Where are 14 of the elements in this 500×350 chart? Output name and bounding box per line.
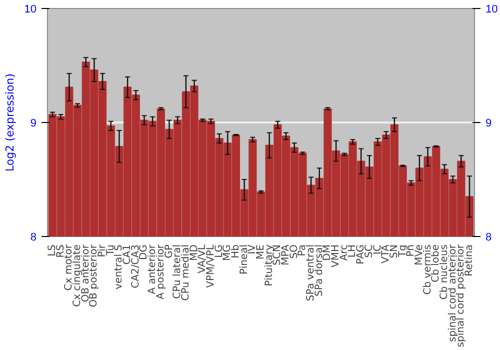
y-tick-label: 9 [30, 118, 37, 130]
x-tick-label: Pituitary [264, 244, 275, 286]
y-tick-label: 8 [30, 232, 37, 244]
y2-tick-label: 10 [486, 4, 498, 16]
x-tick-label: Tg [397, 244, 408, 258]
x-tick-label: Hb [230, 244, 242, 258]
y-tick-label: 10 [24, 4, 37, 16]
x-tick-label: MVe [414, 244, 425, 266]
y-axis-title: Log2 (expression) [3, 73, 16, 172]
y2-tick-label: 8 [486, 232, 492, 244]
y2-tick-label: 9 [486, 118, 492, 130]
x-tick-label: A posterior [155, 244, 166, 300]
x-tick-label: OB posterior [88, 244, 100, 308]
x-tick-label: ME [256, 244, 266, 260]
